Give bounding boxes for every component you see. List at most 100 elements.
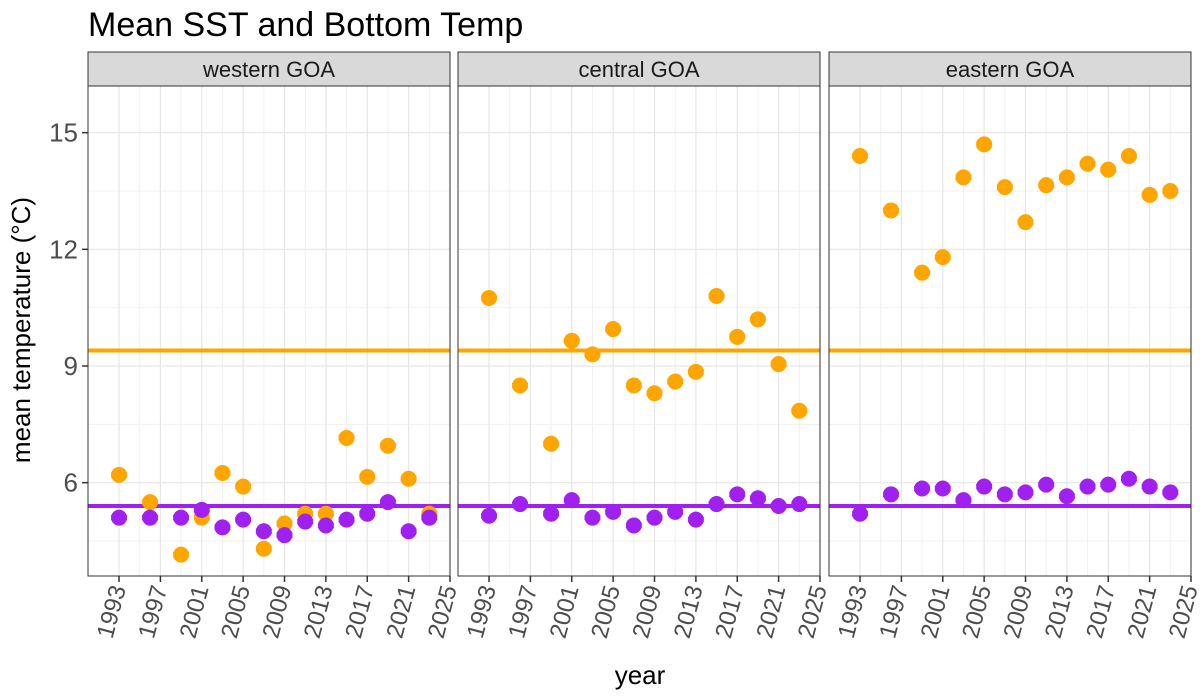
sst-point [512,377,529,394]
sst-point [338,429,355,446]
x-tick-label: 2021 [752,583,792,642]
bottom-point [770,498,787,514]
sst-point [934,249,951,266]
x-tick-label: 2001 [545,583,585,642]
x-axis-title: year [615,660,666,690]
facet-strip-label: western GOA [202,57,335,82]
bottom-point [1058,488,1075,505]
bottom-point [852,505,869,522]
bottom-point [563,492,580,509]
x-tick-label: 2005 [216,583,256,642]
bottom-point [111,509,128,526]
bottom-point [729,486,746,503]
bottom-point [214,519,231,536]
x-tick-label: 1997 [133,583,173,642]
sst-point [1038,177,1055,194]
sst-point [687,363,704,380]
x-tick-label: 2025 [423,583,463,642]
bottom-point [1038,476,1055,493]
bottom-point [255,523,272,540]
sst-point [770,356,787,373]
bottom-point [667,503,684,520]
sst-point [955,169,972,186]
sst-point [173,546,190,563]
sst-point [317,505,334,522]
sst-point [625,377,642,394]
sst-point [667,373,684,390]
sst-point [729,328,746,345]
bottom-point [708,496,725,513]
bottom-point [934,480,951,497]
bottom-point [276,527,293,544]
bottom-point [1079,478,1096,495]
chart-title: Mean SST and Bottom Temp [88,6,523,44]
sst-point [379,437,396,454]
bottom-point [481,507,498,524]
bottom-point [400,523,417,540]
bottom-point [193,501,210,518]
bottom-point [1141,478,1158,495]
facet-strip [87,51,451,87]
x-tick-label: 2009 [998,583,1038,642]
bottom-point [1162,484,1179,501]
facet-strip-label: central GOA [578,57,699,82]
bottom-point [914,480,931,497]
bottom-point [976,478,993,495]
x-tick-label: 2013 [1040,583,1080,642]
panel-border [828,85,1192,577]
bottom-point [883,486,900,503]
x-tick-label: 2013 [669,583,709,642]
x-tick-label: 2025 [1164,583,1200,642]
y-tick-label: 12 [49,234,78,264]
x-tick-label: 2005 [957,583,997,642]
x-tick-label: 2017 [710,583,750,642]
bottom-point [142,509,159,526]
bottom-point [791,496,808,513]
sst-point [976,136,993,153]
bottom-point [421,509,438,526]
sst-point [605,321,622,338]
sst-point [1017,214,1034,231]
x-tick-label: 1997 [503,583,543,642]
x-tick-label: 2009 [257,583,297,642]
bottom-point [235,511,252,528]
bottom-point [646,509,663,526]
x-tick-label: 2001 [175,583,215,642]
x-tick-label: 2017 [340,583,380,642]
bottom-point [1017,484,1034,501]
sst-point [276,515,293,532]
y-tick-label: 6 [64,468,78,498]
sst-point [914,264,931,281]
facet-strip-label: eastern GOA [946,57,1075,82]
sst-point [1141,186,1158,203]
sst-point [749,311,766,328]
bottom-point [379,494,396,511]
x-tick-label: 1997 [874,583,914,642]
panel-border [457,85,821,577]
sst-point [543,435,560,452]
sst-point [1079,155,1096,172]
bottom-point [338,511,355,528]
x-tick-label: 1993 [833,583,873,642]
sst-point [235,478,252,495]
sst-point [584,346,601,363]
sst-point [563,332,580,349]
bottom-point [1120,470,1137,487]
facet-strip [457,51,821,87]
sst-point [400,470,417,487]
sst-point [1162,183,1179,199]
sst-point [214,464,231,481]
y-tick-label: 15 [49,118,78,148]
bottom-point [996,486,1013,503]
bottom-point [543,505,560,522]
sst-point [111,466,128,483]
x-tick-label: 1993 [462,583,502,642]
x-tick-label: 2025 [793,583,833,642]
bottom-point [955,492,972,509]
sst-point [359,468,376,485]
sst-point [791,402,808,419]
